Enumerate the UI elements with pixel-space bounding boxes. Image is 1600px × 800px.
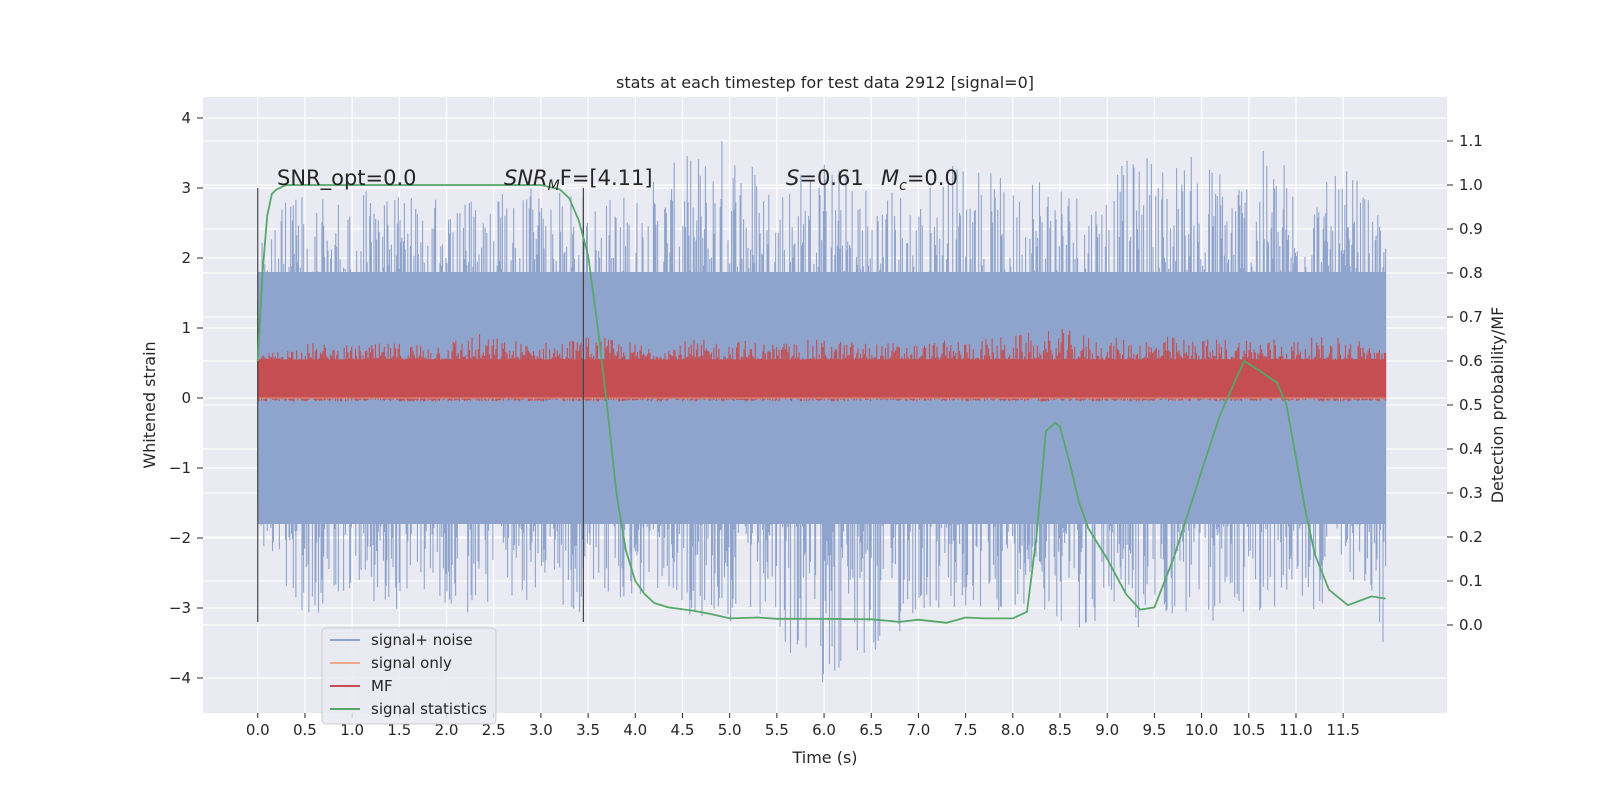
x-tick-label: 11.0 bbox=[1279, 721, 1312, 739]
y-tick-label-right: 0.8 bbox=[1459, 264, 1483, 282]
y-tick-label-left: 0 bbox=[181, 389, 191, 407]
y-axis-label-left: Whitened strain bbox=[140, 341, 159, 468]
legend-label-mf: MF bbox=[371, 677, 393, 695]
mf-series bbox=[257, 328, 1387, 402]
y-tick-label-right: 0.5 bbox=[1459, 396, 1483, 414]
y-tick-label-right: 0.1 bbox=[1459, 572, 1483, 590]
x-tick-label: 4.0 bbox=[623, 721, 647, 739]
ticks: 0.0 0.5 1.0 1.5 2.0 2.5 3.0 3.5 4.0 4.5 5.0 5.5 6.0 6… bbox=[169, 109, 1483, 739]
y-tick-label-left: −1 bbox=[169, 459, 191, 477]
chart-title: stats at each timestep for test data 291… bbox=[616, 73, 1034, 92]
annotation-mc-subscript: c bbox=[899, 178, 907, 194]
x-tick-label: 5.5 bbox=[765, 721, 789, 739]
x-tick-label: 0.0 bbox=[246, 721, 270, 739]
x-tick-label: 7.0 bbox=[907, 721, 931, 739]
x-tick-label: 9.5 bbox=[1142, 721, 1166, 739]
annotation-mc-symbol: M bbox=[881, 166, 899, 190]
x-tick-label: 2.0 bbox=[435, 721, 459, 739]
y-tick-label-right: 0.4 bbox=[1459, 440, 1483, 458]
x-tick-label: 10.0 bbox=[1185, 721, 1218, 739]
annotation-s-value: =0.61 bbox=[799, 166, 863, 190]
legend-label-signal-statistics: signal statistics bbox=[371, 700, 487, 718]
x-tick-label: 11.5 bbox=[1326, 721, 1359, 739]
y-tick-label-right: 0.6 bbox=[1459, 352, 1483, 370]
x-tick-label: 1.5 bbox=[387, 721, 411, 739]
x-tick-label: 5.0 bbox=[718, 721, 742, 739]
y-tick-label-right: 0.2 bbox=[1459, 528, 1483, 546]
annotation-s-symbol: S bbox=[786, 166, 799, 190]
x-tick-label: 1.0 bbox=[340, 721, 364, 739]
x-tick-label: 3.5 bbox=[576, 721, 600, 739]
y-tick-label-left: 1 bbox=[181, 319, 191, 337]
signal-statistics-line bbox=[256, 184, 1386, 624]
x-tick-label: 6.5 bbox=[859, 721, 883, 739]
x-tick-label: 3.0 bbox=[529, 721, 553, 739]
vertical-markers bbox=[257, 188, 584, 622]
y-tick-label-left: −3 bbox=[169, 599, 191, 617]
y-axis-label-right: Detection probability/MF bbox=[1488, 307, 1507, 504]
x-tick-label: 4.5 bbox=[671, 721, 695, 739]
annotation-mc-value: =0.0 bbox=[907, 166, 958, 190]
annotation-s: S=0.61 bbox=[786, 166, 864, 190]
x-tick-label: 8.0 bbox=[1001, 721, 1025, 739]
legend-label-signal-only: signal only bbox=[371, 654, 452, 672]
x-tick-label: 2.5 bbox=[482, 721, 506, 739]
y-tick-label-right: 0.0 bbox=[1459, 616, 1483, 634]
x-tick-label: 0.5 bbox=[293, 721, 317, 739]
x-axis-label: Time (s) bbox=[791, 748, 857, 767]
x-tick-label: 8.5 bbox=[1048, 721, 1072, 739]
annotation-snr-mf-symbol: SNR bbox=[504, 166, 548, 190]
x-tick-label: 10.5 bbox=[1232, 721, 1265, 739]
legend: signal+ noise signal only MF signal stat… bbox=[321, 627, 497, 725]
signal-statistics-series bbox=[256, 184, 1386, 624]
annotation-snr-mf-subscript: M bbox=[548, 178, 560, 194]
y-tick-label-left: −2 bbox=[169, 529, 191, 547]
x-tick-label: 7.5 bbox=[954, 721, 978, 739]
y-tick-label-left: 4 bbox=[181, 109, 191, 127]
x-tick-label: 6.0 bbox=[812, 721, 836, 739]
x-tick-label: 9.0 bbox=[1095, 721, 1119, 739]
annotation-snr-mf: SNRMF=[4.11] bbox=[504, 166, 653, 194]
annotation-snr-mf-value: F=[4.11] bbox=[560, 166, 653, 190]
y-tick-label-left: 2 bbox=[181, 249, 191, 267]
y-tick-label-right: 0.3 bbox=[1459, 484, 1483, 502]
annotation-mc: Mc=0.0 bbox=[881, 166, 958, 194]
y-tick-label-left: 3 bbox=[181, 179, 191, 197]
y-tick-label-right: 1.1 bbox=[1459, 132, 1483, 150]
legend-label-signal-noise: signal+ noise bbox=[371, 631, 473, 649]
annotation-snr-opt: SNR_opt=0.0 bbox=[277, 166, 417, 191]
y-tick-label-right: 0.9 bbox=[1459, 220, 1483, 238]
legend-box bbox=[321, 627, 497, 725]
y-tick-label-right: 0.7 bbox=[1459, 308, 1483, 326]
y-tick-label-right: 1.0 bbox=[1459, 176, 1483, 194]
y-tick-label-left: −4 bbox=[169, 669, 191, 687]
